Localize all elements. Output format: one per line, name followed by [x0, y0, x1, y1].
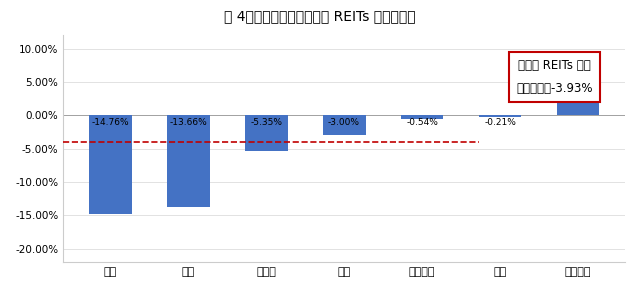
Bar — [166, 115, 209, 206]
Text: -0.54%: -0.54% — [406, 118, 438, 127]
Bar — [323, 115, 365, 135]
Text: -0.21%: -0.21% — [484, 118, 516, 127]
Bar — [479, 115, 522, 117]
Bar — [401, 115, 444, 119]
Text: -14.76%: -14.76% — [92, 118, 129, 127]
Text: -5.35%: -5.35% — [250, 118, 282, 127]
Text: -13.66%: -13.66% — [169, 118, 207, 127]
Bar — [244, 115, 287, 151]
Text: 7.01%: 7.01% — [564, 58, 593, 67]
Text: 图 4：新加坡不同物业类型 REITs 发行折溢价: 图 4：新加坡不同物业类型 REITs 发行折溢价 — [224, 9, 416, 23]
Bar — [557, 69, 600, 115]
Bar — [89, 115, 132, 214]
Text: 新加坡 REITs 平均
折溢价率：-3.93%: 新加坡 REITs 平均 折溢价率：-3.93% — [516, 59, 593, 95]
Text: -3.00%: -3.00% — [328, 118, 360, 127]
